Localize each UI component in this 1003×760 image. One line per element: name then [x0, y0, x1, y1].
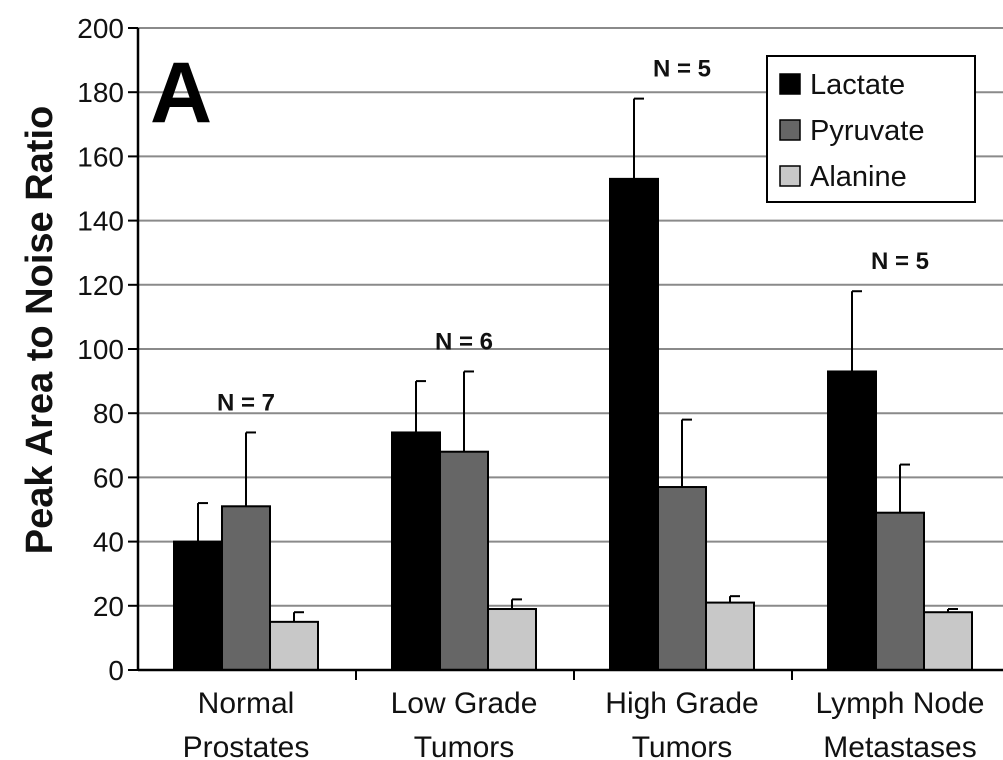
- bar-pyruvate: [439, 450, 489, 671]
- bars: [173, 97, 973, 672]
- y-tick-label: 120: [77, 270, 124, 301]
- x-category-labels: Normal Prostates Low Grade Tumors High Grade…: [183, 687, 985, 760]
- bar-pyruvate: [875, 511, 925, 672]
- y-tick-label: 200: [77, 13, 124, 44]
- y-tick-labels: 0 20 40 60 80 100 120 140 160 180 200: [77, 13, 124, 686]
- x-category-label: Tumors: [414, 731, 515, 760]
- y-tick-label: 180: [77, 77, 124, 108]
- gridlines: [138, 27, 1003, 607]
- n-annotation: N = 5: [653, 56, 711, 83]
- y-tick-label: 40: [93, 527, 124, 558]
- bar-alanine: [923, 611, 973, 671]
- x-category-label: Normal: [198, 687, 295, 720]
- bar-lactate: [609, 177, 659, 671]
- x-category-label: Prostates: [183, 731, 310, 760]
- bar-lactate: [391, 431, 441, 671]
- bar-pyruvate: [221, 505, 271, 672]
- legend-swatch: [779, 119, 801, 141]
- y-tick-label: 0: [108, 655, 124, 686]
- x-category-label: Tumors: [632, 731, 733, 760]
- axes: [128, 27, 1003, 680]
- x-category-label: Lymph Node: [816, 687, 985, 720]
- legend: Lactate Pyruvate Alanine: [766, 55, 976, 203]
- y-tick-label: 160: [77, 141, 124, 172]
- bar-lactate: [173, 540, 223, 671]
- legend-swatch: [779, 73, 801, 95]
- legend-box: [766, 55, 976, 203]
- bar-alanine: [705, 601, 755, 672]
- x-category-label: Low Grade: [391, 687, 538, 720]
- legend-label: Pyruvate: [810, 115, 924, 147]
- legend-label: Lactate: [810, 69, 905, 101]
- n-annotation: N = 6: [435, 328, 493, 355]
- y-tick-label: 80: [93, 398, 124, 429]
- y-tick-label: 100: [77, 334, 124, 365]
- y-axis-label: Peak Area to Noise Ratio: [19, 106, 61, 554]
- legend-label: Alanine: [810, 161, 907, 193]
- bar-pyruvate: [657, 486, 707, 671]
- y-tick-label: 60: [93, 462, 124, 493]
- x-category-label: Metastases: [823, 731, 976, 760]
- bar-alanine: [487, 608, 537, 672]
- y-tick-label: 140: [77, 206, 124, 237]
- x-category-label: High Grade: [605, 687, 758, 720]
- n-annotation: N = 7: [217, 389, 275, 416]
- panel-label: A: [150, 45, 212, 141]
- bar-lactate: [827, 370, 877, 671]
- bar-alanine: [269, 620, 319, 671]
- sample-size-annotations: N = 7 N = 6 N = 5 N = 5: [217, 56, 929, 417]
- n-annotation: N = 5: [871, 248, 929, 275]
- legend-swatch: [779, 165, 801, 187]
- y-tick-label: 20: [93, 591, 124, 622]
